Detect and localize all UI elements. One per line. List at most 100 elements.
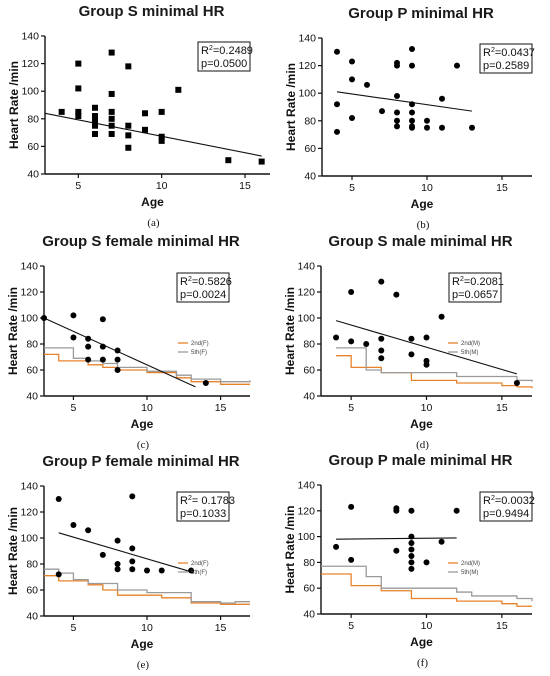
y-tick-label: 100 <box>297 531 315 543</box>
x-tick-label: 15 <box>496 620 508 632</box>
y-axis-label: Heart Rate /min <box>6 287 20 375</box>
data-point <box>364 81 370 88</box>
data-point <box>333 543 340 550</box>
x-tick-label: 10 <box>421 620 433 632</box>
data-point <box>108 49 115 56</box>
data-point <box>408 351 415 358</box>
stats-box-frame <box>479 43 533 74</box>
x-tick-label: 10 <box>156 180 168 192</box>
data-point <box>75 85 82 92</box>
data-point <box>58 108 65 115</box>
chart-panel-2: Group P minimal HR 40 60 80 100 120 140 5 10 15 Ag… <box>284 5 535 231</box>
x-tick-label: 10 <box>141 622 153 634</box>
data-point <box>334 48 340 55</box>
reference-line-5th(M) <box>321 565 533 602</box>
data-point <box>408 565 415 572</box>
data-point <box>394 117 400 124</box>
y-tick-label: 60 <box>27 141 39 153</box>
panel-caption: (c) <box>137 439 150 451</box>
data-point <box>108 122 115 129</box>
regression-line <box>336 537 457 540</box>
data-point <box>394 92 400 99</box>
stats-box-frame <box>197 41 251 72</box>
data-point <box>393 507 400 514</box>
p-value-text: p=0.1033 <box>180 508 226 520</box>
data-point <box>125 132 132 139</box>
y-tick-label: 140 <box>298 33 316 45</box>
data-point <box>409 62 415 69</box>
data-point <box>424 124 430 131</box>
data-point <box>144 567 150 574</box>
chart-panel-5: Group P female minimal HR 40 60 80 100 120 140… <box>6 453 250 671</box>
stats-box-frame <box>176 491 230 522</box>
y-axis-label: Heart Rate /min <box>283 287 297 375</box>
data-point <box>258 158 265 165</box>
panel-caption: (d) <box>416 439 429 451</box>
legend-label: 2nd(M) <box>461 341 480 347</box>
legend: 2nd(M) 5th(M) <box>448 341 480 356</box>
data-point <box>55 571 62 578</box>
x-tick-label: 5 <box>349 182 355 194</box>
r-squared-text: R2=0.0437 <box>483 47 535 59</box>
chart-panel-1: Group S minimal HR 40 60 80 100 120 140 5 10 15 Ag… <box>7 3 270 229</box>
data-point <box>423 334 430 341</box>
chart-panel-6: Group P male minimal HR 40 60 80 100 120 140 5 1… <box>283 452 535 669</box>
p-value-text: p=0.0500 <box>201 58 247 70</box>
data-point <box>92 118 98 125</box>
panel-caption: (b) <box>417 219 430 231</box>
data-point <box>423 559 430 566</box>
reference-line-2nd(F) <box>44 575 250 605</box>
y-tick-label: 140 <box>20 481 38 493</box>
reference-line-2nd(M) <box>336 355 533 389</box>
y-tick-label: 120 <box>297 287 315 299</box>
data-point <box>129 545 136 552</box>
data-point <box>408 533 415 540</box>
data-point <box>99 551 106 558</box>
y-axis-label: Heart Rate /min <box>283 505 297 593</box>
x-tick-label: 10 <box>141 402 153 414</box>
regression-line <box>58 532 192 573</box>
regression-line <box>336 91 473 112</box>
data-point <box>438 313 445 320</box>
y-tick-label: 80 <box>26 339 38 351</box>
x-tick-label: 5 <box>348 402 354 414</box>
panel-caption: (a) <box>147 217 160 229</box>
data-point <box>108 130 115 137</box>
r-squared-text: R2=0.0032 <box>483 495 535 507</box>
data-point <box>409 101 415 108</box>
data-point <box>99 316 106 323</box>
data-point <box>513 380 520 386</box>
data-point <box>85 527 92 534</box>
data-point <box>125 63 132 70</box>
data-point <box>334 101 340 108</box>
regression-line <box>335 320 518 375</box>
y-axis-label: Heart Rate /min <box>284 63 298 151</box>
x-axis-label: Age <box>141 195 164 209</box>
y-tick-label: 120 <box>298 60 316 72</box>
data-point <box>70 312 77 319</box>
y-axis-label: Heart Rate /min <box>6 507 20 595</box>
stats-box-frame <box>176 272 230 303</box>
x-axis-label: Age <box>410 635 433 649</box>
stats-box-frame <box>479 491 533 522</box>
y-tick-label: 40 <box>303 391 315 403</box>
p-value-text: p=0.2589 <box>483 60 529 72</box>
y-tick-label: 80 <box>303 557 315 569</box>
regression-line <box>44 112 262 157</box>
chart-panel-4: Group S male minimal HR 40 60 80 100 120 140 5 1… <box>283 233 533 451</box>
data-point <box>394 109 400 116</box>
chart-panel-3: Group S female minimal HR 40 60 80 100 120 140… <box>6 233 251 451</box>
p-value-text: p=0.0024 <box>180 289 226 301</box>
legend-label: 2nd(F) <box>191 561 209 567</box>
y-tick-label: 60 <box>303 365 315 377</box>
y-tick-label: 140 <box>21 31 39 43</box>
panel-caption: (f) <box>417 657 428 669</box>
x-tick-label: 5 <box>348 620 354 632</box>
data-point <box>348 503 355 510</box>
data-point <box>393 547 400 554</box>
y-tick-label: 80 <box>303 339 315 351</box>
data-point <box>158 133 165 140</box>
data-point <box>439 124 445 131</box>
